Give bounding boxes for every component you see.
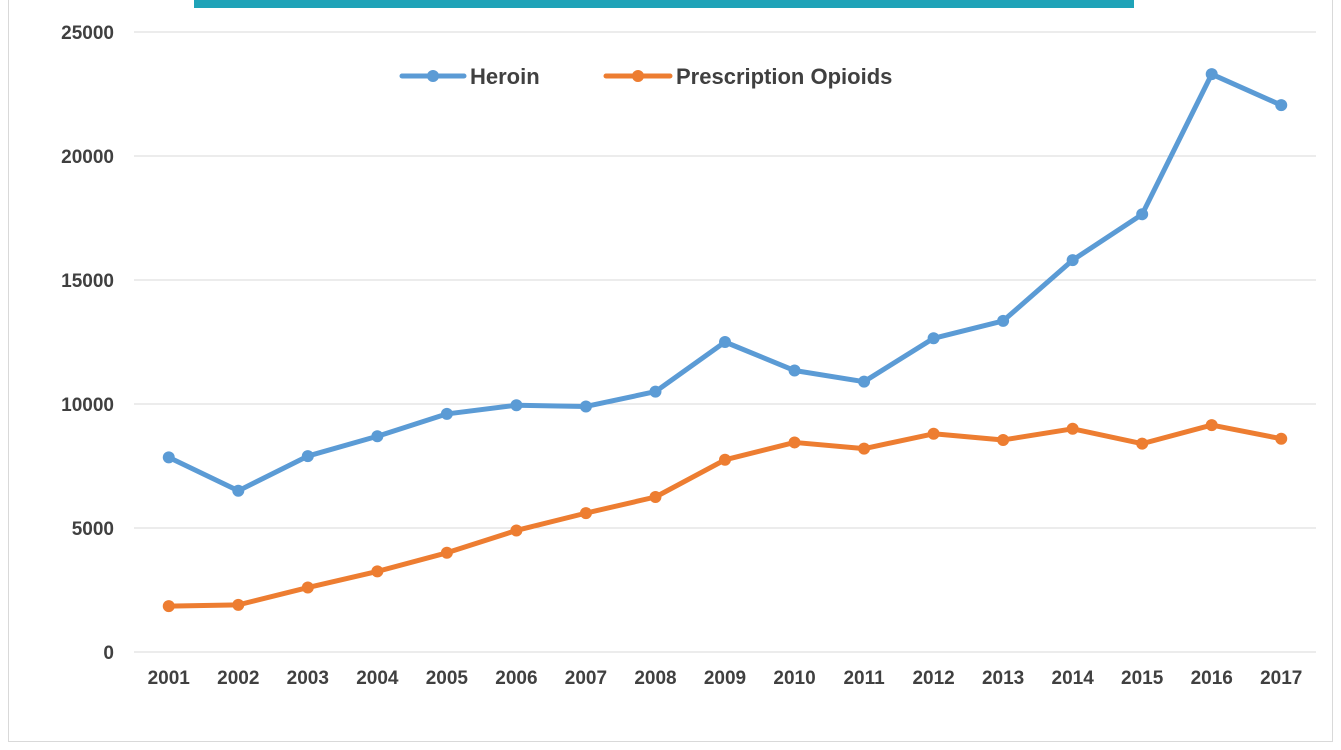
prescription-opioids-point: [858, 442, 871, 455]
heroin-point: [232, 484, 245, 497]
heroin-point: [510, 399, 523, 412]
x-tick-label: 2001: [148, 668, 191, 689]
x-tick-label: 2009: [704, 668, 746, 689]
prescription-opioids-point: [440, 546, 453, 559]
x-tick-label: 2005: [426, 668, 469, 689]
prescription-opioids-point: [1136, 437, 1149, 450]
prescription-opioids-point: [232, 598, 245, 611]
series-heroin: [162, 68, 1288, 497]
heroin-point: [579, 400, 592, 413]
series-lines: [162, 68, 1288, 613]
heroin-point: [1136, 208, 1149, 221]
prescription-opioids-point: [1205, 419, 1218, 432]
chart-frame: [8, 0, 1333, 742]
y-tick-label: 10000: [61, 395, 114, 416]
prescription-opioids-point: [301, 581, 314, 594]
prescription-opioids-line: [166, 422, 1284, 609]
x-axis-ticks: 2001 2002 2003 2004 2005 2006 2007 2008 2009 2010…: [148, 668, 1303, 689]
x-tick-label: 2002: [217, 668, 259, 689]
heroin-point: [858, 375, 871, 388]
gridlines: [134, 31, 1316, 653]
y-tick-label: 5000: [72, 519, 114, 540]
prescription-opioids-point: [719, 453, 731, 466]
legend-marker: [427, 70, 439, 82]
prescription-opioids-point: [788, 436, 801, 449]
legend-label: Prescription Opioids: [676, 64, 892, 89]
legend-marker: [632, 70, 644, 82]
prescription-opioids-point: [1275, 432, 1288, 445]
prescription-opioids-point: [1066, 422, 1079, 435]
legend-label: Heroin: [470, 64, 540, 89]
prescription-opioids-point: [997, 433, 1010, 446]
x-tick-label: 2011: [843, 668, 885, 689]
heroin-point: [788, 364, 801, 377]
series-prescription-opioids: [162, 419, 1288, 613]
heroin-point: [1275, 99, 1288, 112]
x-tick-label: 2012: [912, 668, 954, 689]
x-tick-label: 2013: [982, 668, 1024, 689]
heroin-point: [719, 336, 731, 348]
heroin-point: [997, 314, 1010, 327]
heroin-point: [440, 407, 453, 420]
heroin-line: [166, 71, 1284, 494]
x-tick-label: 2008: [634, 668, 676, 689]
heroin-point: [162, 451, 175, 464]
x-tick-label: 2015: [1121, 668, 1164, 689]
y-tick-label: 20000: [61, 147, 114, 168]
heroin-point: [1066, 254, 1079, 267]
legend: Heroin Prescription Opioids: [399, 64, 892, 89]
x-tick-label: 2004: [356, 668, 399, 689]
prescription-opioids-point: [579, 507, 592, 520]
heroin-point: [301, 450, 314, 463]
x-tick-label: 2006: [495, 668, 537, 689]
prescription-opioids-point: [510, 524, 523, 537]
top-banner: [194, 0, 1134, 8]
prescription-opioids-point: [371, 565, 384, 578]
x-tick-label: 2016: [1191, 668, 1233, 689]
y-tick-label: 0: [103, 643, 114, 664]
x-tick-label: 2014: [1052, 668, 1095, 689]
legend-item: Prescription Opioids: [603, 64, 892, 89]
prescription-opioids-point: [927, 427, 940, 440]
legend-item: Heroin: [399, 64, 540, 89]
y-tick-label: 25000: [61, 23, 114, 44]
prescription-opioids-point: [649, 491, 662, 503]
heroin-point: [371, 430, 384, 443]
heroin-point: [927, 332, 940, 345]
y-axis-ticks: 0 5000 10000 15000 20000 25000: [61, 23, 114, 664]
x-tick-label: 2007: [565, 668, 607, 689]
y-tick-label: 15000: [61, 271, 114, 292]
prescription-opioids-point: [162, 600, 175, 613]
heroin-point: [649, 385, 662, 398]
x-tick-label: 2017: [1260, 668, 1302, 689]
heroin-point: [1205, 68, 1218, 81]
x-tick-label: 2003: [287, 668, 329, 689]
x-tick-label: 2010: [773, 668, 815, 689]
